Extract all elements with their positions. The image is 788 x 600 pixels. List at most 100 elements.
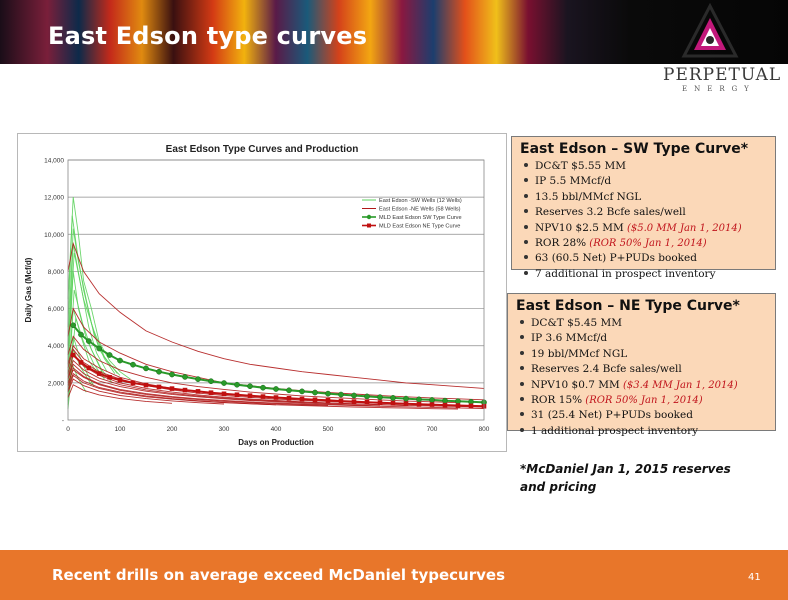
company-logo	[681, 2, 739, 58]
sw-type-point	[416, 396, 422, 403]
ne-box-item-note: (ROR 50% Jan 1, 2014)	[582, 395, 703, 407]
bullet-icon	[524, 209, 528, 214]
well-line	[67, 378, 225, 405]
ne-type-point	[468, 403, 474, 409]
x-tick-label: 100	[115, 426, 126, 433]
sw-type-point	[299, 388, 305, 395]
well-line	[67, 374, 459, 410]
sw-type-point	[455, 398, 461, 405]
ne-type-point	[377, 400, 383, 406]
ne-type-point	[416, 401, 422, 407]
sw-type-point	[429, 397, 435, 403]
y-tick-label: 6,000	[48, 306, 65, 313]
bullet-icon	[520, 320, 524, 324]
ne-type-point	[351, 399, 357, 404]
sw-type-point	[195, 376, 201, 382]
bullet-icon	[524, 270, 528, 275]
ne-box-item-text: Reserves 2.4 Bcfe sales/well	[531, 363, 682, 376]
ne-type-point	[182, 387, 188, 393]
logo-name: Perpetual	[663, 65, 782, 85]
sw-box-item: 7 additional in prospect inventory	[522, 267, 767, 282]
sw-type-point	[403, 395, 409, 402]
sw-type-point	[70, 322, 77, 329]
legend-label: MLD East Edson NE Type Curve	[379, 224, 460, 230]
sw-box-item-text: DC&T $5.55 MM	[535, 160, 627, 172]
sw-box-item-text: 7 additional in prospect inventory	[535, 267, 716, 280]
well-line	[67, 335, 459, 404]
ne-type-point	[247, 393, 253, 398]
bullet-icon	[524, 193, 528, 198]
sw-box-item-text: 63 (60.5 Net) P+PUDs booked	[535, 252, 697, 265]
well-line	[67, 241, 485, 389]
sw-box-item: IP 5.5 MMcf/d	[522, 174, 767, 189]
grid-lines	[68, 159, 484, 384]
sw-type-point	[169, 371, 175, 378]
well-line	[67, 289, 113, 384]
ne-type-point	[169, 386, 175, 391]
x-tick-label: 200	[167, 426, 178, 433]
sw-box-item: NPV10 $2.5 MM ($5.0 MM Jan 1, 2014)	[522, 221, 767, 236]
x-tick-label: 400	[271, 426, 282, 433]
bullet-icon	[520, 366, 524, 371]
well-line	[67, 317, 105, 398]
bullet-icon	[524, 255, 528, 260]
ne-type-point	[390, 400, 396, 406]
sw-type-point	[221, 380, 227, 386]
sw-type-point	[286, 387, 292, 394]
sw-type-point	[325, 390, 331, 397]
ne-box-item: 1 additional prospect inventory	[518, 424, 767, 439]
type-curve-line	[72, 324, 485, 404]
sw-type-point	[377, 394, 383, 401]
well-line	[67, 367, 485, 409]
sw-box-item: 63 (60.5 Net) P+PUDs booked	[522, 251, 767, 266]
ne-type-curve-box: East Edson – NE Type Curve* DC&T $5.45 M…	[507, 293, 776, 437]
ne-type-point	[208, 390, 214, 395]
legend-label: MLD East Edson SW Type Curve	[379, 215, 462, 221]
ne-type-point	[260, 394, 266, 399]
sw-type-point	[273, 386, 279, 392]
ne-box-item-text: ROR 15%	[531, 394, 583, 407]
ne-box-item: ROR 15% (ROR 50% Jan 1, 2014)	[518, 393, 767, 408]
footnote: *McDaniel Jan 1, 2015 reserves and prici…	[520, 462, 731, 494]
ne-type-point	[429, 402, 435, 407]
bullet-icon	[520, 350, 524, 355]
sw-type-point	[312, 389, 318, 396]
x-tick-label: 800	[479, 426, 490, 433]
legend-label: East Edson -SW Wells (12 Wells)	[379, 198, 462, 204]
ne-type-point	[403, 401, 409, 406]
ne-type-point	[195, 389, 201, 394]
ne-box-item-text: DC&T $5.45 MM	[531, 317, 623, 329]
legend-marker	[366, 214, 372, 220]
sw-box-item: 13.5 bbl/MMcf NGL	[522, 190, 767, 205]
sw-box-item-text: NPV10 $2.5 MM	[535, 221, 624, 234]
ne-type-point	[107, 374, 112, 380]
ne-type-point	[325, 398, 331, 403]
page-title: East Edson type curves	[48, 22, 368, 50]
y-axis-ticks: - 2,000 4,000 6,000 8,000 10,000 12,000 14,000	[44, 158, 64, 425]
sw-type-point	[117, 357, 123, 364]
ne-box-item: Reserves 2.4 Bcfe sales/well	[518, 362, 767, 377]
sw-box-list: DC&T $5.55 MM IP 5.5 MMcf/d 13.5 bbl/MMcf …	[520, 159, 767, 282]
ne-type-point	[442, 402, 448, 408]
x-tick-label: 500	[323, 426, 334, 433]
sw-box-item-text: ROR 28%	[535, 237, 587, 250]
x-tick-label: 300	[219, 426, 230, 433]
ne-box-item-text: NPV10 $0.7 MM	[531, 378, 620, 391]
y-axis-label: Daily Gas (Mcf/d)	[24, 257, 33, 322]
production-chart: East Edson Type Curves and Production - 2…	[24, 144, 490, 447]
sw-type-point	[247, 383, 253, 390]
chart-frame: East Edson Type Curves and Production - 2…	[17, 133, 507, 452]
well-line	[67, 384, 173, 404]
sw-box-item-text: 13.5 bbl/MMcf NGL	[535, 190, 642, 203]
well-line	[67, 369, 329, 406]
sw-type-point	[130, 361, 136, 368]
y-tick-label: 12,000	[44, 195, 64, 202]
ne-box-list: DC&T $5.45 MM IP 3.6 MMcf/d 19 bbl/MMcf NG…	[516, 316, 767, 439]
ne-type-point	[70, 352, 76, 358]
ne-type-point	[156, 384, 162, 390]
ne-type-point	[234, 392, 240, 398]
ne-box-title: East Edson – NE Type Curve*	[516, 298, 740, 314]
sw-type-point	[260, 384, 266, 391]
sw-type-point	[208, 378, 214, 385]
ne-type-point	[96, 371, 102, 376]
